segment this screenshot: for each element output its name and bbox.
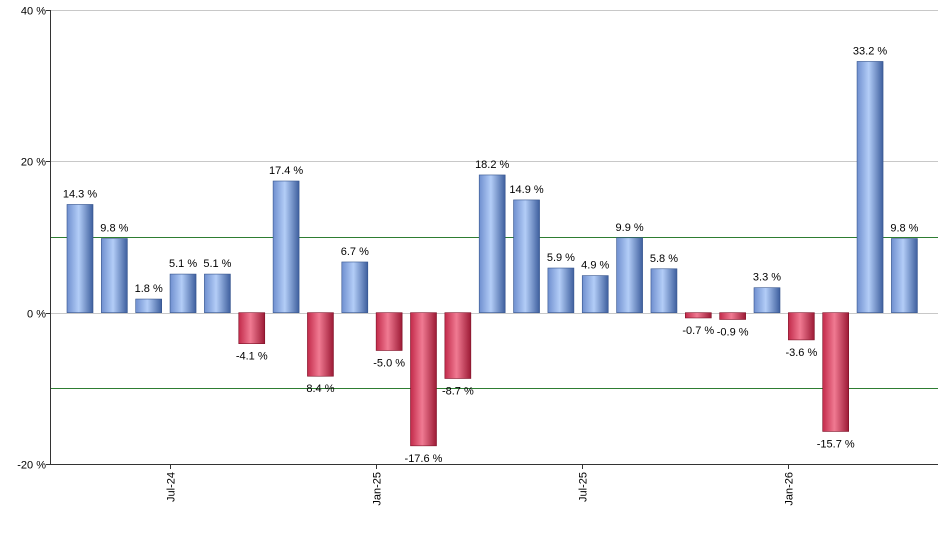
bar-positive: [101, 238, 128, 313]
bar-positive: [856, 61, 884, 313]
bars: [66, 61, 918, 447]
bar-negative: [307, 312, 334, 377]
value-label: 14.9 %: [509, 184, 543, 196]
value-label: -5.0 %: [373, 358, 405, 370]
bar-positive: [616, 237, 643, 313]
bar-positive: [650, 268, 678, 313]
bar-positive: [169, 273, 197, 313]
x-tick-label: Jul-24: [166, 472, 178, 502]
value-label: 8.4 %: [306, 383, 334, 395]
value-label: -3.6 %: [785, 347, 817, 359]
value-label: 3.3 %: [753, 272, 781, 284]
bar-negative: [375, 312, 403, 351]
value-labels: 14.3 % 9.8 % 1.8 % 5.1 % 5.1 % -4.1 % 17.4 % 8.…: [63, 45, 919, 464]
value-label: -15.7 %: [817, 438, 855, 450]
value-label: -17.6 %: [405, 453, 443, 465]
value-label: 5.1 %: [203, 258, 231, 270]
y-tick-label: -20 %: [17, 460, 46, 472]
bar-positive: [581, 275, 609, 313]
bar-negative: [719, 312, 746, 320]
x-tick-label: Jul-25: [578, 472, 590, 502]
value-label: 5.1 %: [169, 258, 197, 270]
bar-positive: [891, 238, 918, 313]
value-label: 18.2 %: [475, 159, 509, 171]
bar-positive: [547, 267, 575, 313]
bar-positive: [753, 287, 781, 313]
value-label: 5.9 %: [547, 252, 575, 264]
value-label: 4.9 %: [581, 260, 609, 272]
value-label: 33.2 %: [853, 45, 887, 57]
value-label: 6.7 %: [341, 246, 369, 258]
axes: -20 % 0 % 20 % 40 % Jul-24 Jan-25 Jul-25 Jan-26: [17, 6, 938, 506]
bar-negative: [822, 312, 850, 432]
y-tick-label: 40 %: [21, 6, 46, 18]
bar-positive: [66, 204, 94, 313]
bar-positive: [478, 174, 506, 313]
value-label: -0.7 %: [682, 325, 714, 337]
bar-positive: [204, 273, 231, 313]
bar-positive: [513, 199, 540, 313]
bar-negative: [410, 312, 437, 447]
y-tick-label: 20 %: [21, 157, 46, 169]
value-label: 9.9 %: [616, 222, 644, 234]
bar-negative: [684, 312, 712, 319]
value-label: 14.3 %: [63, 188, 97, 200]
value-label: 9.8 %: [100, 223, 128, 235]
value-label: 9.8 %: [890, 223, 918, 235]
bar-positive: [272, 180, 300, 313]
y-tick-label: 0 %: [27, 309, 46, 321]
value-label: 1.8 %: [135, 283, 163, 295]
bar-negative: [444, 312, 472, 379]
value-label: -4.1 %: [236, 351, 268, 363]
bar-negative: [788, 312, 815, 341]
bar-negative: [238, 312, 266, 344]
x-tick-label: Jan-25: [372, 472, 384, 506]
bar-positive: [341, 261, 369, 313]
x-tick-label: Jan-26: [784, 472, 796, 506]
value-label: -8.7 %: [442, 385, 474, 397]
bar-positive: [135, 298, 162, 313]
value-label: -0.9 %: [717, 326, 749, 338]
value-label: 17.4 %: [269, 165, 303, 177]
value-label: 5.8 %: [650, 253, 678, 265]
